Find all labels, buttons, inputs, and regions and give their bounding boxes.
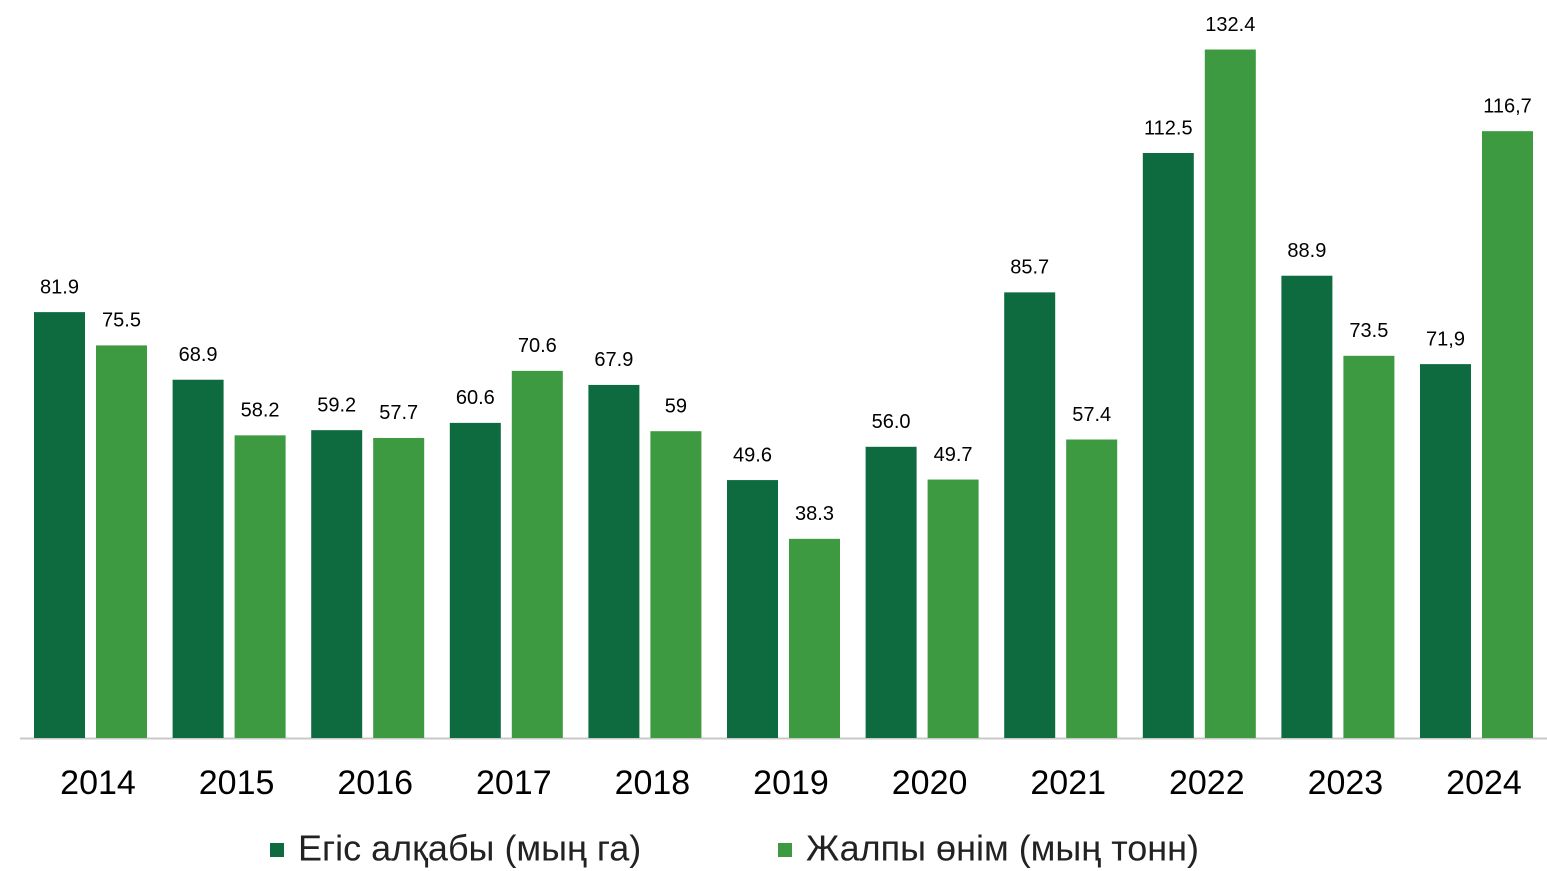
bar xyxy=(449,422,501,738)
data-label: 88.9 xyxy=(1287,240,1326,262)
bar xyxy=(1420,364,1471,738)
data-label: 112.5 xyxy=(1144,117,1193,139)
x-tick-label: 2024 xyxy=(1446,764,1522,802)
x-tick-label: 2021 xyxy=(1030,764,1106,802)
legend-label: Егіс алқабы (мың га) xyxy=(298,828,641,869)
data-label: 49.7 xyxy=(934,444,973,466)
data-label: 67.9 xyxy=(594,349,633,371)
x-tick-label: 2014 xyxy=(60,764,136,802)
bar xyxy=(1204,49,1256,738)
bar xyxy=(172,379,224,738)
bar xyxy=(1482,131,1533,738)
data-label: 57.7 xyxy=(379,402,418,424)
data-label: 68.9 xyxy=(179,344,218,366)
bar xyxy=(1343,355,1395,738)
bar xyxy=(727,480,778,738)
x-tick-label: 2016 xyxy=(337,764,413,802)
x-tick-label: 2020 xyxy=(892,764,968,802)
bar xyxy=(927,479,979,738)
data-label: 81.9 xyxy=(40,276,79,298)
data-label: 38.3 xyxy=(795,503,834,525)
x-tick-label: 2017 xyxy=(476,764,552,802)
bar xyxy=(311,430,363,738)
data-label: 49.6 xyxy=(733,444,772,466)
bar xyxy=(865,446,917,738)
x-tick-label: 2023 xyxy=(1308,764,1384,802)
data-label: 58.2 xyxy=(241,400,280,422)
data-label: 70.6 xyxy=(518,335,557,357)
bar xyxy=(588,384,640,738)
bar xyxy=(373,437,425,738)
data-label: 57.4 xyxy=(1072,404,1111,426)
bar xyxy=(789,538,840,738)
bar xyxy=(234,435,286,738)
data-label: 85.7 xyxy=(1010,257,1049,279)
bar xyxy=(1281,275,1333,738)
legend-label: Жалпы өнім (мың тонн) xyxy=(806,828,1199,869)
bar xyxy=(96,345,147,738)
bar xyxy=(1004,292,1056,738)
data-label: 59 xyxy=(665,395,687,417)
x-tick-label: 2018 xyxy=(615,764,691,802)
data-label: 73.5 xyxy=(1349,320,1388,342)
bar xyxy=(511,370,563,738)
bar xyxy=(650,431,702,738)
data-label: 56.0 xyxy=(872,411,911,433)
bar xyxy=(34,312,85,738)
data-label: 71,9 xyxy=(1426,328,1465,350)
data-label: 75.5 xyxy=(102,310,141,332)
bar xyxy=(1066,439,1118,738)
data-label: 132.4 xyxy=(1205,14,1255,36)
x-tick-label: 2015 xyxy=(199,764,275,802)
x-tick-label: 2019 xyxy=(753,764,829,802)
data-label: 60.6 xyxy=(456,387,495,409)
bar xyxy=(1142,153,1194,738)
x-tick-label: 2022 xyxy=(1169,764,1245,802)
data-label: 59.2 xyxy=(317,394,356,416)
legend-marker xyxy=(778,843,792,857)
data-label: 116,7 xyxy=(1483,95,1532,117)
legend-marker xyxy=(270,843,284,857)
